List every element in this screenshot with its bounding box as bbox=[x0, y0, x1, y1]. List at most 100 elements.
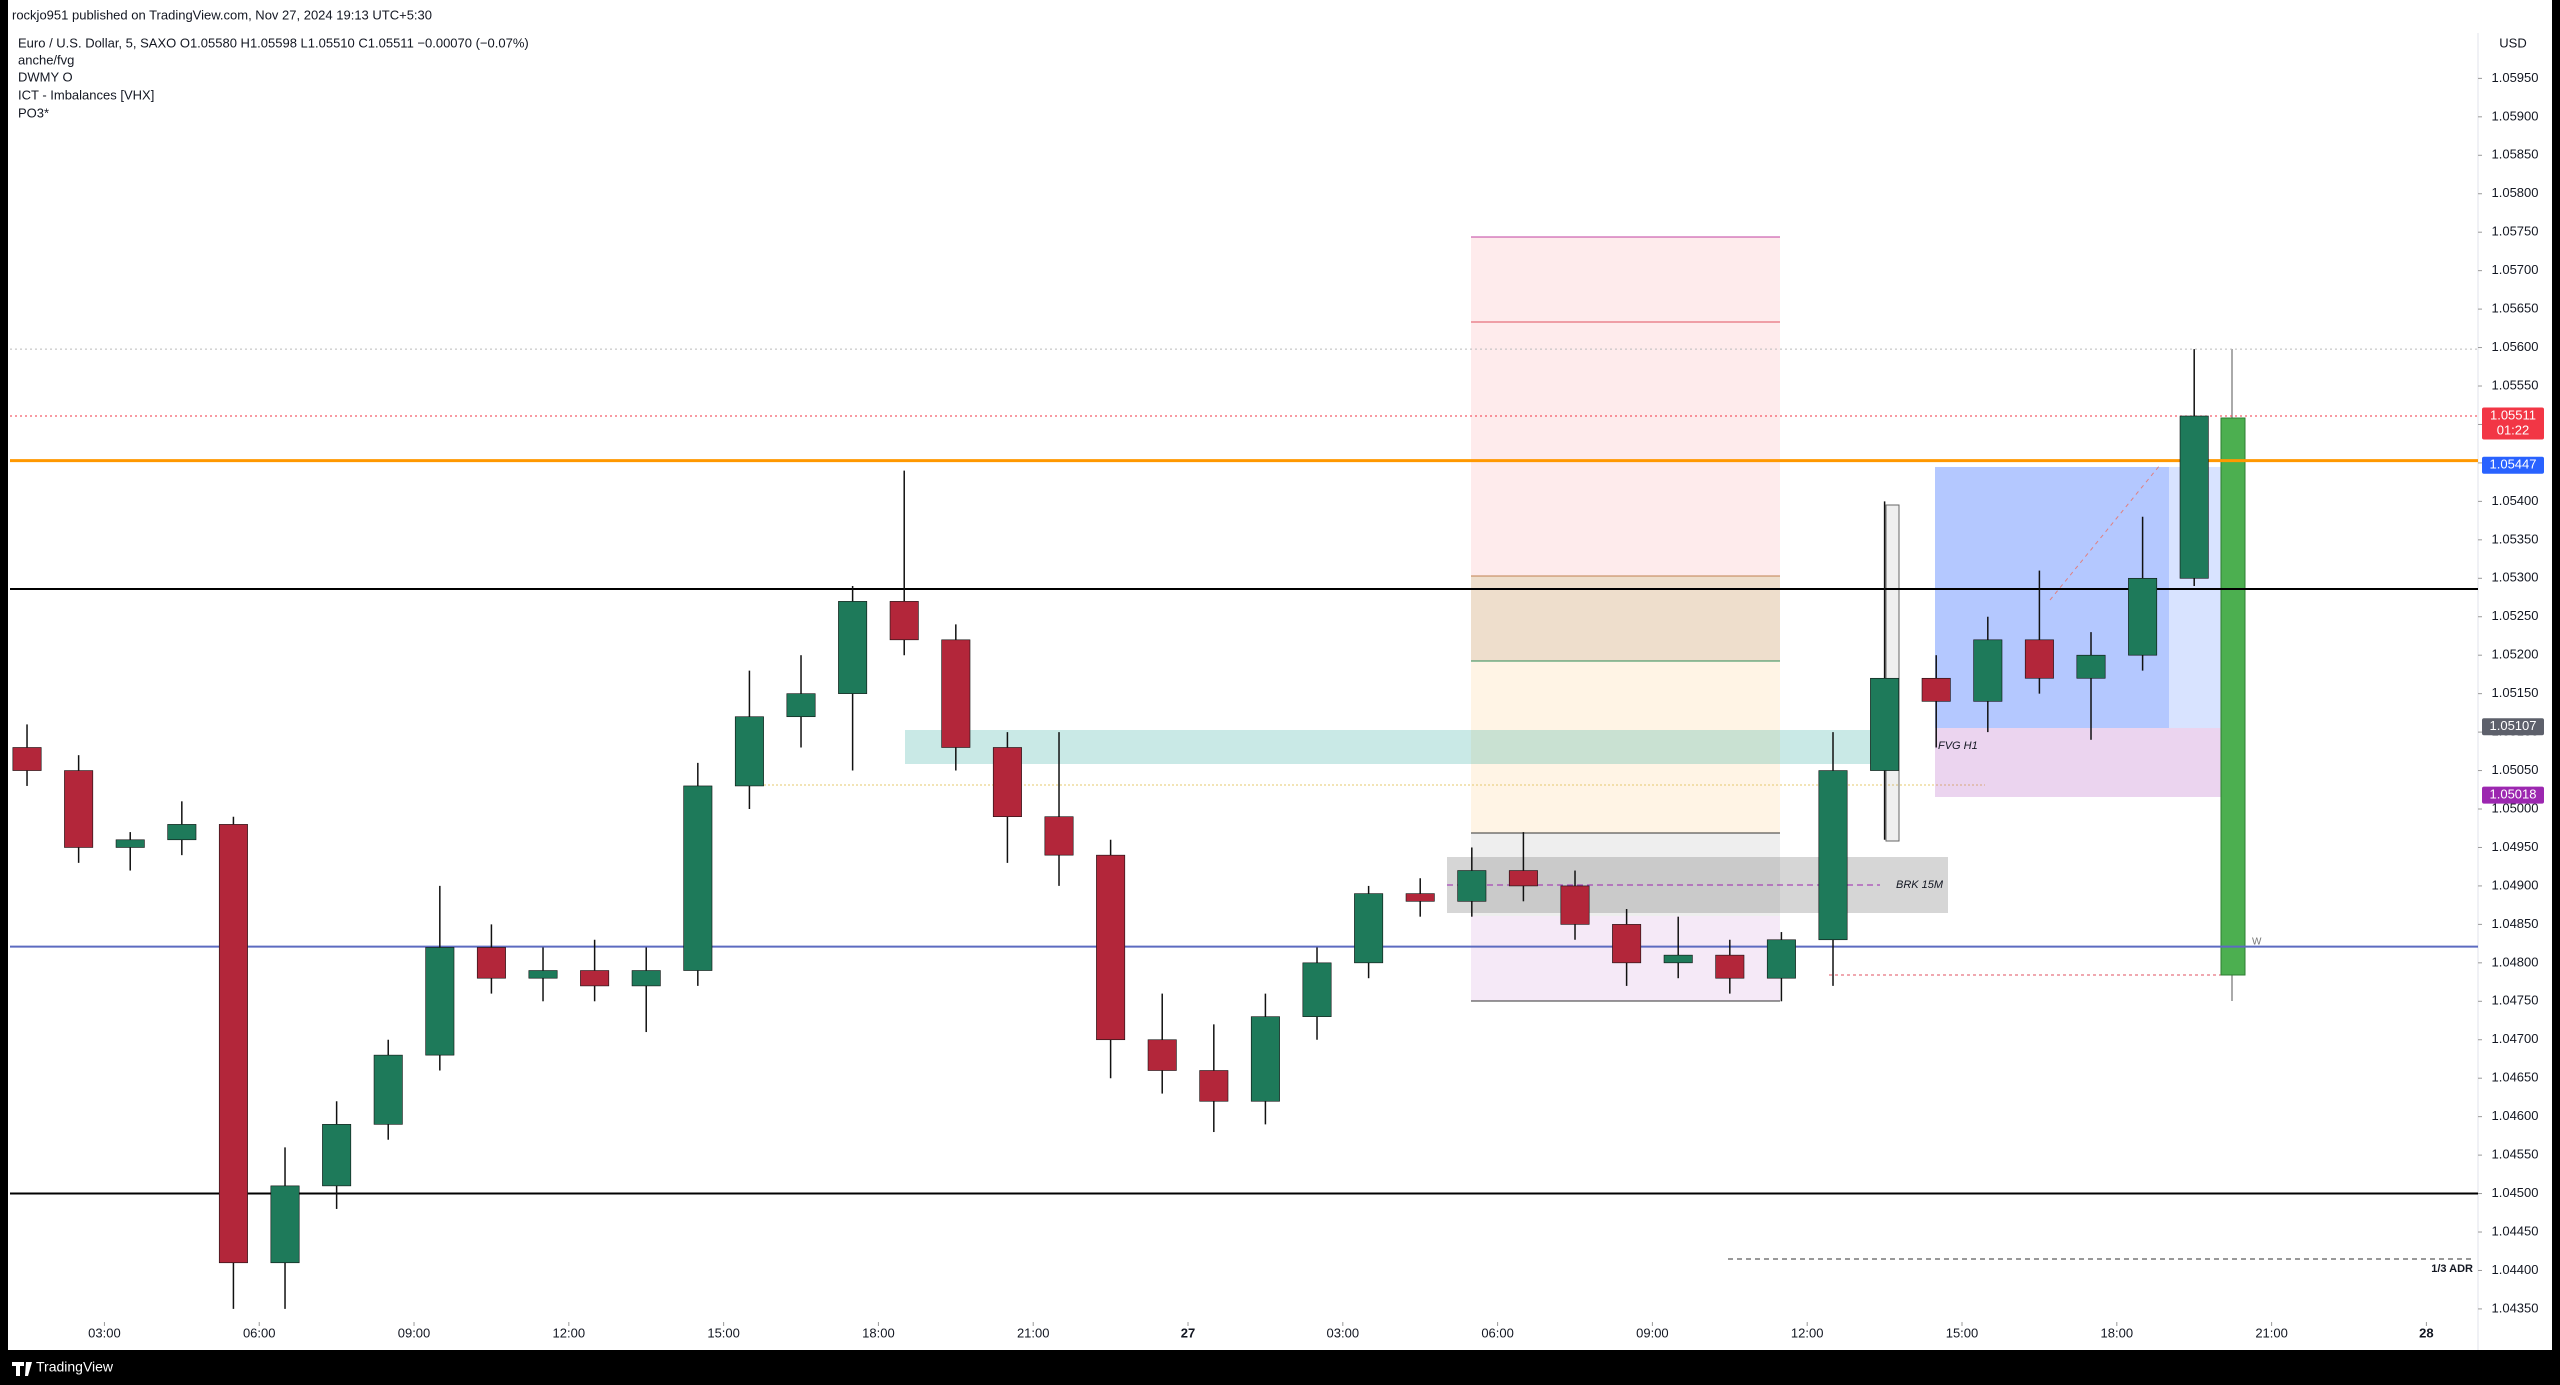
candle-body bbox=[580, 970, 610, 987]
currency: USD bbox=[2499, 35, 2526, 50]
y-tick-label: 1.04900 bbox=[2492, 877, 2539, 892]
y-tick-label: 1.04950 bbox=[2492, 839, 2539, 854]
candle-body bbox=[2076, 654, 2106, 679]
price-label-box bbox=[2482, 407, 2544, 440]
logo bbox=[12, 1362, 32, 1376]
candle-body bbox=[1147, 1039, 1177, 1071]
y-tick-label: 1.05900 bbox=[2492, 108, 2539, 123]
price-label: 1.05107 bbox=[2490, 718, 2537, 733]
price-label-box bbox=[2482, 718, 2544, 736]
candle-body bbox=[115, 839, 145, 848]
x-tick-label: 06:00 bbox=[243, 1325, 276, 1340]
publisher: rockjo951 published on TradingView.com, … bbox=[12, 7, 432, 22]
indicator: anche/fvg bbox=[18, 52, 74, 67]
candle-body bbox=[1096, 854, 1126, 1041]
symbol-legend: Euro / U.S. Dollar, 5, SAXO O1.05580 H1.… bbox=[18, 35, 529, 50]
candle-body bbox=[2179, 415, 2209, 579]
candle-body bbox=[1405, 893, 1435, 902]
overlap-zone bbox=[1471, 576, 1780, 661]
candle-body bbox=[1612, 924, 1642, 964]
candle-body bbox=[64, 770, 94, 848]
price-label: 1.05447 bbox=[2490, 457, 2537, 472]
range-bar bbox=[2220, 417, 2246, 976]
candle-body bbox=[838, 601, 868, 694]
candle-body bbox=[1766, 939, 1796, 979]
candle-body bbox=[1973, 639, 2003, 702]
candle-body bbox=[1560, 885, 1590, 925]
x-tick-label: 03:00 bbox=[1327, 1325, 1360, 1340]
trend-line bbox=[2049, 464, 2161, 601]
x-tick-label: 27 bbox=[1181, 1325, 1195, 1340]
candle-body bbox=[889, 601, 919, 641]
candle-body bbox=[734, 716, 764, 787]
candle-body bbox=[476, 947, 506, 979]
fvg-zone bbox=[905, 730, 1894, 764]
candle-body bbox=[425, 947, 455, 1056]
y-tick-label: 1.05650 bbox=[2492, 301, 2539, 316]
chart-background bbox=[8, 0, 2552, 1350]
y-tick-label: 1.04800 bbox=[2492, 954, 2539, 969]
stop-zone bbox=[1471, 237, 1780, 576]
candle-body bbox=[322, 1124, 352, 1187]
y-tick-label: 1.05150 bbox=[2492, 685, 2539, 700]
x-tick-label: 03:00 bbox=[88, 1325, 121, 1340]
candle-body bbox=[631, 970, 661, 987]
candle-body bbox=[1457, 870, 1487, 902]
indicator: ICT - Imbalances [VHX] bbox=[18, 87, 154, 102]
y-tick-label: 1.05850 bbox=[2492, 147, 2539, 162]
y-tick-label: 1.04750 bbox=[2492, 993, 2539, 1008]
indicator: PO3* bbox=[18, 105, 49, 120]
y-tick-label: 1.05750 bbox=[2492, 224, 2539, 239]
x-tick-label: 15:00 bbox=[1946, 1325, 1979, 1340]
candle-body bbox=[1354, 893, 1384, 964]
annotation: W bbox=[2252, 937, 2262, 948]
x-tick-label: 09:00 bbox=[398, 1325, 431, 1340]
target-zone bbox=[1471, 576, 1780, 833]
x-tick-label: 21:00 bbox=[1017, 1325, 1050, 1340]
candle-body bbox=[167, 824, 197, 841]
candle-body bbox=[1302, 962, 1332, 1017]
footer-bar bbox=[0, 1350, 2560, 1385]
y-tick-label: 1.04650 bbox=[2492, 1070, 2539, 1085]
range-box bbox=[1885, 504, 1900, 842]
candle-body bbox=[2024, 639, 2054, 679]
candle-body bbox=[12, 747, 42, 771]
y-tick-label: 1.04700 bbox=[2492, 1031, 2539, 1046]
y-tick-label: 1.04450 bbox=[2492, 1223, 2539, 1238]
candle-body bbox=[1250, 1016, 1280, 1102]
price-label-box bbox=[2482, 786, 2544, 804]
y-tick-label: 1.04850 bbox=[2492, 916, 2539, 931]
brand: TradingView bbox=[36, 1359, 114, 1375]
candle-body bbox=[1818, 770, 1848, 941]
candle-body bbox=[270, 1185, 300, 1264]
candle-body bbox=[373, 1054, 403, 1125]
y-tick-label: 1.04350 bbox=[2492, 1300, 2539, 1315]
price-label: 1.05511 bbox=[2490, 407, 2536, 422]
x-tick-label: 18:00 bbox=[2101, 1325, 2134, 1340]
candle-body bbox=[1870, 677, 1900, 771]
y-tick-label: 1.05400 bbox=[2492, 493, 2539, 508]
y-tick-label: 1.05600 bbox=[2492, 339, 2539, 354]
candle-body bbox=[1044, 816, 1074, 856]
candle-body bbox=[528, 970, 558, 979]
y-tick-label: 1.05200 bbox=[2492, 647, 2539, 662]
price-label: 1.05018 bbox=[2490, 787, 2537, 802]
candle-body bbox=[1663, 954, 1693, 964]
y-tick-label: 1.04400 bbox=[2492, 1262, 2539, 1277]
y-tick-label: 1.05050 bbox=[2492, 762, 2539, 777]
candle-body bbox=[992, 747, 1022, 818]
x-tick-label: 15:00 bbox=[707, 1325, 740, 1340]
candle-body bbox=[2128, 577, 2158, 656]
y-tick-label: 1.05000 bbox=[2492, 800, 2539, 815]
price-label-box bbox=[2482, 456, 2544, 474]
x-tick-label: 09:00 bbox=[1636, 1325, 1669, 1340]
y-tick-label: 1.04550 bbox=[2492, 1147, 2539, 1162]
y-tick-label: 1.05950 bbox=[2492, 70, 2539, 85]
x-tick-label: 12:00 bbox=[553, 1325, 586, 1340]
x-tick-label: 21:00 bbox=[2255, 1325, 2288, 1340]
annotation: BRK 15M bbox=[1896, 879, 1944, 891]
candle-body bbox=[786, 693, 816, 718]
candle-body bbox=[1508, 870, 1538, 887]
